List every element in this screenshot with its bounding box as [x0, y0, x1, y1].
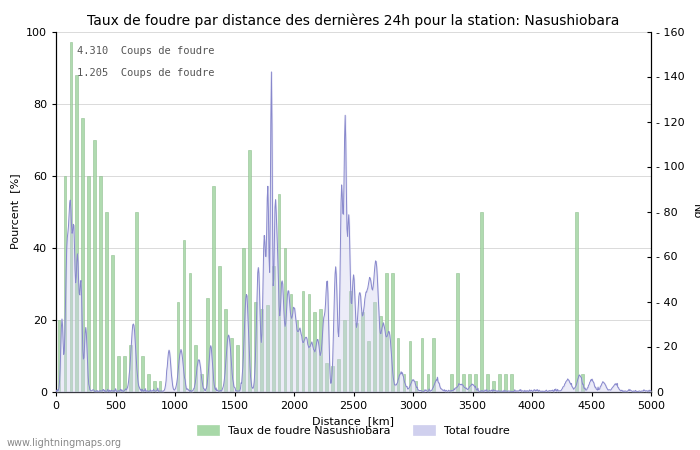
Bar [504, 374, 507, 392]
Bar [486, 374, 489, 392]
Bar [302, 291, 304, 392]
Bar [195, 345, 197, 392]
Bar [278, 194, 281, 392]
Bar [266, 305, 269, 392]
Bar [81, 118, 84, 392]
Bar [135, 212, 138, 392]
Bar [361, 312, 364, 392]
Bar [349, 291, 352, 392]
Bar [141, 356, 144, 392]
Text: www.lightningmaps.org: www.lightningmaps.org [7, 438, 122, 448]
Bar [462, 374, 465, 392]
Bar [331, 366, 334, 392]
Bar [129, 345, 132, 392]
Bar [105, 212, 108, 392]
Text: 4.310  Coups de foudre: 4.310 Coups de foudre [77, 46, 214, 56]
Bar [468, 374, 471, 392]
Bar [480, 212, 483, 392]
Bar [159, 381, 162, 392]
Bar [498, 374, 500, 392]
Bar [319, 309, 322, 392]
Bar [314, 312, 316, 392]
Bar [272, 266, 274, 392]
Bar [343, 320, 346, 392]
Bar [379, 316, 382, 392]
Bar [224, 309, 227, 392]
Bar [402, 374, 405, 392]
Bar [290, 294, 293, 392]
Bar [456, 273, 459, 392]
Bar [373, 302, 376, 392]
Bar [212, 186, 215, 392]
Bar [510, 374, 512, 392]
Bar [260, 309, 262, 392]
Bar [236, 345, 239, 392]
Bar [581, 374, 584, 392]
X-axis label: Distance  [km]: Distance [km] [312, 416, 395, 426]
Bar [188, 273, 191, 392]
Bar [93, 140, 96, 392]
Title: Taux de foudre par distance des dernières 24h pour la station: Nasushiobara: Taux de foudre par distance des dernière… [88, 13, 620, 27]
Y-axis label: Pourcent  [%]: Pourcent [%] [10, 174, 20, 249]
Bar [355, 323, 358, 392]
Bar [254, 302, 257, 392]
Bar [295, 320, 298, 392]
Bar [450, 374, 453, 392]
Bar [99, 176, 102, 392]
Bar [176, 302, 179, 392]
Bar [391, 273, 393, 392]
Bar [69, 42, 72, 392]
Bar [337, 359, 340, 392]
Bar [426, 374, 429, 392]
Bar [575, 212, 578, 392]
Bar [307, 294, 310, 392]
Bar [64, 176, 66, 392]
Bar [474, 374, 477, 392]
Text: 1.205  Coups de foudre: 1.205 Coups de foudre [77, 68, 214, 77]
Bar [367, 341, 370, 392]
Bar [242, 248, 245, 392]
Bar [230, 338, 233, 392]
Bar [433, 338, 435, 392]
Bar [421, 338, 424, 392]
Bar [206, 298, 209, 392]
Bar [218, 266, 221, 392]
Bar [492, 381, 495, 392]
Bar [248, 150, 251, 392]
Bar [57, 320, 60, 392]
Bar [76, 75, 78, 391]
Y-axis label: Nb: Nb [691, 204, 700, 219]
Bar [153, 381, 155, 392]
Bar [88, 176, 90, 392]
Bar [183, 240, 186, 392]
Bar [409, 341, 412, 392]
Bar [385, 273, 388, 392]
Bar [326, 363, 328, 392]
Bar [414, 381, 417, 392]
Legend: Taux de foudre Nasushiobara, Total foudre: Taux de foudre Nasushiobara, Total foudr… [193, 420, 514, 440]
Bar [123, 356, 126, 392]
Bar [117, 356, 120, 392]
Bar [397, 338, 400, 392]
Bar [147, 374, 150, 392]
Bar [111, 255, 114, 392]
Bar [200, 374, 203, 392]
Bar [284, 248, 286, 392]
